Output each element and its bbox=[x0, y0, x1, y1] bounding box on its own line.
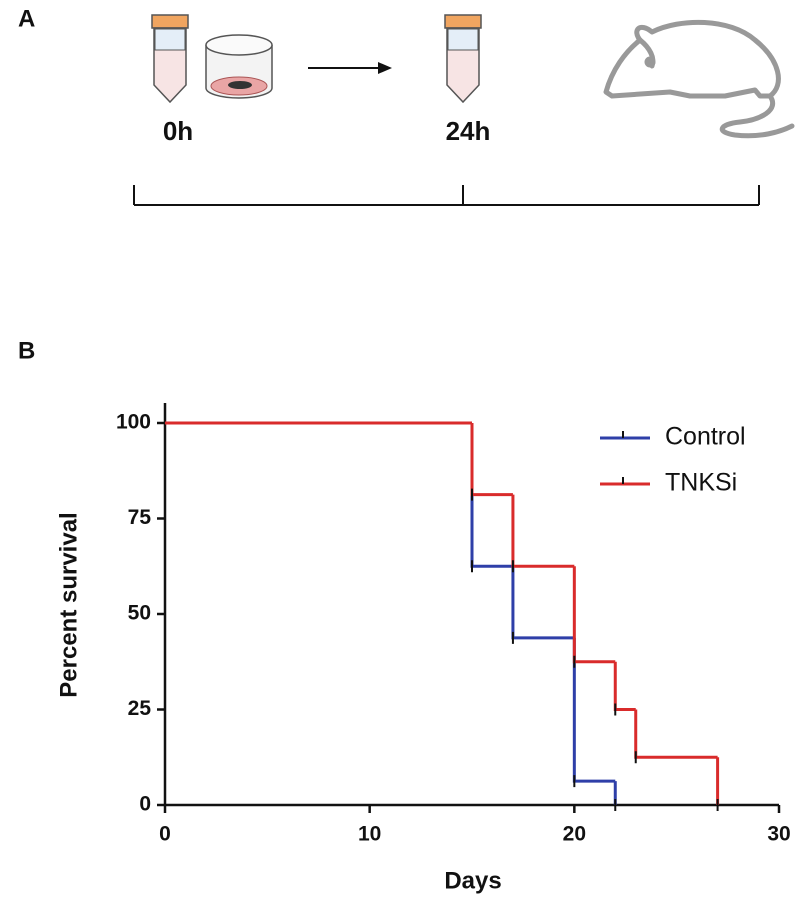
x-tick-label: 30 bbox=[767, 823, 790, 846]
tube bbox=[444, 14, 482, 104]
mouse bbox=[603, 19, 795, 139]
survival-step bbox=[470, 423, 513, 497]
y-tick-label: 25 bbox=[128, 697, 152, 720]
y-tick-label: 75 bbox=[128, 506, 152, 529]
x-axis-label: Days bbox=[444, 867, 501, 894]
legend-label: TNKSi bbox=[665, 469, 737, 497]
panel-label: B bbox=[18, 337, 35, 364]
y-tick-label: 100 bbox=[116, 411, 151, 434]
x-tick-label: 20 bbox=[563, 823, 586, 846]
survival-step bbox=[511, 566, 575, 640]
x-tick-label: 0 bbox=[159, 823, 171, 846]
panel-label: A bbox=[18, 5, 35, 32]
timeline bbox=[133, 185, 760, 206]
legend-label: Control bbox=[665, 423, 746, 451]
arrow bbox=[308, 62, 392, 74]
survival-step bbox=[613, 661, 636, 711]
y-axis-label: Percent survival bbox=[55, 512, 82, 697]
survival-step bbox=[572, 566, 616, 664]
timepoint-label: 24h bbox=[446, 116, 491, 146]
y-tick-label: 0 bbox=[139, 793, 151, 816]
survival-step bbox=[511, 494, 575, 568]
x-tick-label: 10 bbox=[358, 823, 381, 846]
survival-step bbox=[572, 637, 616, 783]
dish bbox=[205, 34, 273, 99]
timepoint-label: 0h bbox=[163, 116, 193, 146]
survival-step bbox=[634, 709, 718, 759]
tube bbox=[151, 14, 189, 104]
y-tick-label: 50 bbox=[128, 602, 151, 625]
